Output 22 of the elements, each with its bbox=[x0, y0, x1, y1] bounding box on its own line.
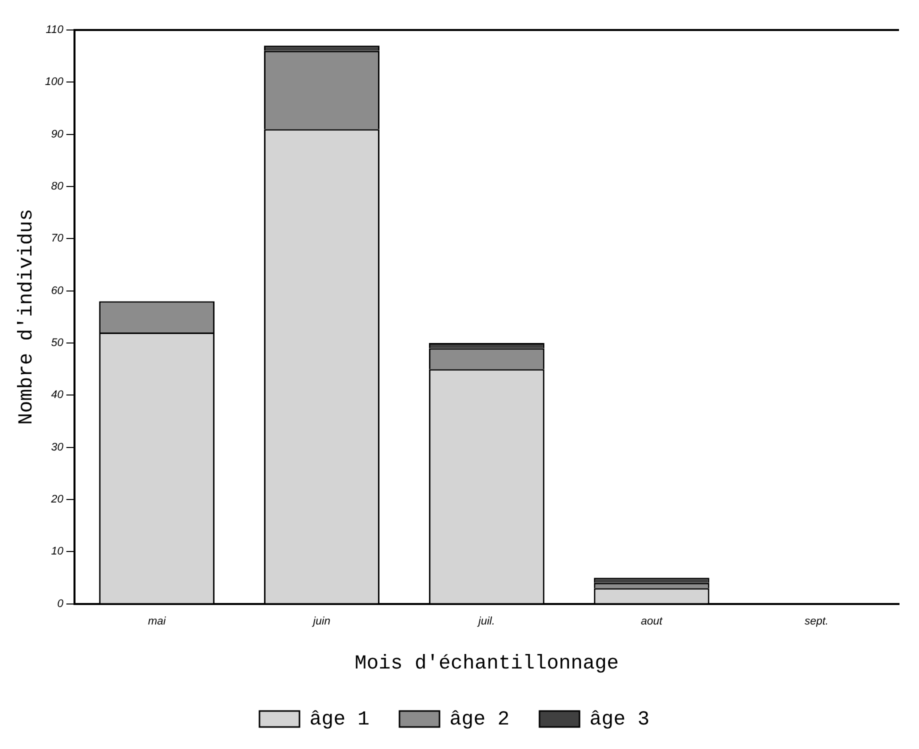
y-tick-label: 0 bbox=[57, 598, 64, 610]
y-tick-label: 10 bbox=[51, 546, 64, 558]
y-tick-label: 70 bbox=[51, 232, 64, 245]
y-tick-label: 80 bbox=[51, 180, 64, 193]
y-axis-title: Nombre d'individus bbox=[15, 208, 38, 425]
y-tick-label: 90 bbox=[51, 128, 64, 140]
y-tick-label: 110 bbox=[46, 24, 64, 36]
y-tick-label: 50 bbox=[51, 337, 64, 350]
legend-label: âge 1 bbox=[309, 708, 370, 732]
x-tick-label: aout bbox=[640, 615, 664, 628]
y-tick-label: 60 bbox=[51, 284, 64, 297]
x-axis-title: Mois d'échantillonnage bbox=[354, 652, 619, 676]
x-tick-label: juil. bbox=[476, 615, 495, 628]
legend-label: âge 3 bbox=[590, 708, 650, 732]
y-tick-label: 100 bbox=[44, 76, 64, 88]
y-tick-label: 30 bbox=[51, 441, 64, 454]
y-tick-label: 20 bbox=[50, 494, 64, 506]
y-tick-label: 40 bbox=[51, 389, 64, 402]
legend-label: âge 2 bbox=[449, 708, 510, 732]
x-tick-label: mai bbox=[148, 615, 166, 628]
x-tick-label: sept. bbox=[804, 615, 828, 628]
x-tick-label: juin bbox=[311, 615, 330, 628]
